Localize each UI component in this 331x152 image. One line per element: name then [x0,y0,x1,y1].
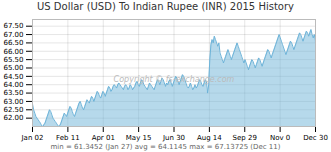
svg-text:66.00: 66.00 [3,48,23,56]
svg-text:63.50: 63.50 [3,89,23,97]
svg-text:Jan 02: Jan 02 [21,134,44,142]
svg-text:Dec 30: Dec 30 [303,134,328,142]
svg-text:Jun 30: Jun 30 [162,134,185,142]
svg-text:May 15: May 15 [126,134,152,142]
svg-text:64.50: 64.50 [3,73,23,81]
svg-text:Copyright © fs-exchange.com: Copyright © fs-exchange.com [114,75,235,84]
svg-text:67.00: 67.00 [3,31,23,39]
svg-text:Nov 0: Nov 0 [270,134,290,142]
svg-text:Apr 01: Apr 01 [92,134,115,142]
svg-text:Aug 14: Aug 14 [197,134,222,142]
svg-text:62.50: 62.50 [3,106,23,114]
svg-text:Feb 11: Feb 11 [56,134,80,142]
svg-text:67.50: 67.50 [3,22,23,30]
svg-text:64.00: 64.00 [3,81,23,89]
svg-text:65.00: 65.00 [3,64,23,72]
html-text:min = 61.3452 (Jan 27) avg = 6: min = 61.3452 (Jan 27) avg = 64.1145 max… [50,143,281,151]
svg-text:Sep 29: Sep 29 [233,134,257,142]
html-text:US Dollar (USD) To Indian Rupe: US Dollar (USD) To Indian Rupee (INR) 20… [37,1,294,12]
svg-text:62.00: 62.00 [3,114,23,122]
svg-text:65.50: 65.50 [3,56,23,64]
svg-text:66.50: 66.50 [3,39,23,47]
svg-text:63.00: 63.00 [3,98,23,106]
